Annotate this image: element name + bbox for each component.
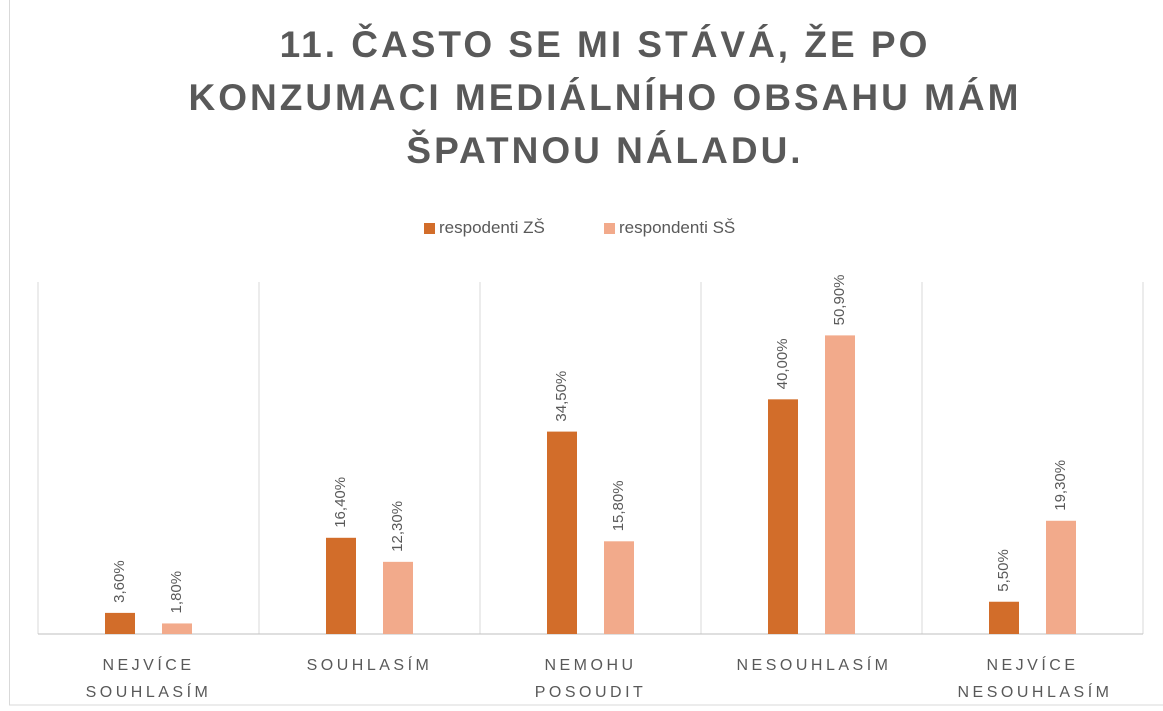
bar: [989, 601, 1019, 634]
legend-label: respodenti ZŠ: [439, 218, 545, 237]
value-label: 16,40%: [332, 477, 349, 528]
legend-swatch: [424, 223, 435, 234]
bar: [604, 541, 634, 634]
x-tick-label: NEJVÍCE NESOUHLASÍM: [957, 657, 1113, 701]
x-tick-label: NEJVÍCE SOUHLASÍM: [85, 657, 212, 701]
value-label: 40,00%: [774, 338, 791, 389]
x-tick-label: NEMOHU POSOUDIT: [534, 657, 647, 701]
bar: [383, 561, 413, 634]
value-label: 15,80%: [610, 480, 627, 531]
value-label: 5,50%: [995, 549, 1012, 592]
bar: [162, 623, 192, 634]
legend-swatch: [604, 223, 615, 234]
legend-label: respondenti SŠ: [619, 218, 736, 237]
value-label: 12,30%: [389, 501, 406, 552]
value-label: 1,80%: [168, 571, 185, 614]
bar: [825, 335, 855, 634]
bar: [105, 612, 135, 634]
value-label: 3,60%: [111, 560, 128, 603]
bar: [768, 399, 798, 634]
value-label: 34,50%: [553, 371, 570, 422]
value-label: 50,90%: [831, 275, 848, 326]
x-tick-label: SOUHLASÍM: [306, 657, 433, 674]
bar: [547, 431, 577, 634]
bar: [1046, 520, 1076, 634]
chart-title: 11. ČASTO SE MI STÁVÁ, ŽE PO KONZUMACI M…: [188, 24, 1022, 171]
chart-border: [9, 0, 1163, 706]
x-tick-label: NESOUHLASÍM: [736, 657, 892, 674]
bar: [326, 537, 356, 634]
value-label: 19,30%: [1052, 460, 1069, 511]
